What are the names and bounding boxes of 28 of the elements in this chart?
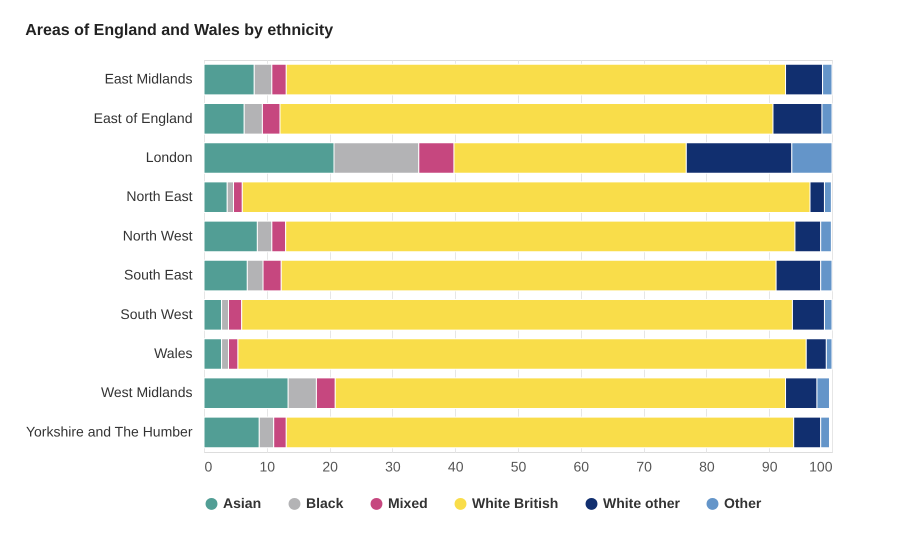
legend-label: Asian <box>223 494 262 511</box>
y-tick-label: London <box>146 149 192 165</box>
chart-title: Areas of England and Wales by ethnicity <box>25 22 334 39</box>
x-tick-label: 70 <box>636 458 652 474</box>
legend-label: Black <box>306 494 344 511</box>
x-tick-label: 20 <box>322 458 338 474</box>
y-tick-label: South West <box>120 306 193 322</box>
legend-label: Mixed <box>388 494 428 511</box>
x-tick-label: 80 <box>699 458 715 474</box>
y-tick-label: East Midlands <box>104 70 192 87</box>
x-tick-label: 90 <box>762 458 778 474</box>
legend-label: White other <box>603 494 681 511</box>
x-tick-label: 60 <box>574 458 590 474</box>
y-tick-label: North East <box>126 188 193 204</box>
y-tick-label: Yorkshire and The Humber <box>26 423 193 440</box>
legend-label: White British <box>472 494 558 511</box>
y-tick-label: West Midlands <box>100 384 192 400</box>
y-tick-label: Wales <box>154 345 192 361</box>
y-tick-label: South East <box>124 266 193 283</box>
x-tick-label: 50 <box>510 458 526 474</box>
x-tick-label: 0 <box>204 458 212 474</box>
x-tick-label: 30 <box>385 458 401 474</box>
x-tick-label: 10 <box>260 458 276 474</box>
y-tick-label: East of England <box>94 110 192 126</box>
y-tick-label: North West <box>122 227 193 244</box>
legend-label: Other <box>724 494 762 511</box>
x-tick-label: 40 <box>448 458 464 474</box>
x-tick-label: 100 <box>809 458 833 474</box>
